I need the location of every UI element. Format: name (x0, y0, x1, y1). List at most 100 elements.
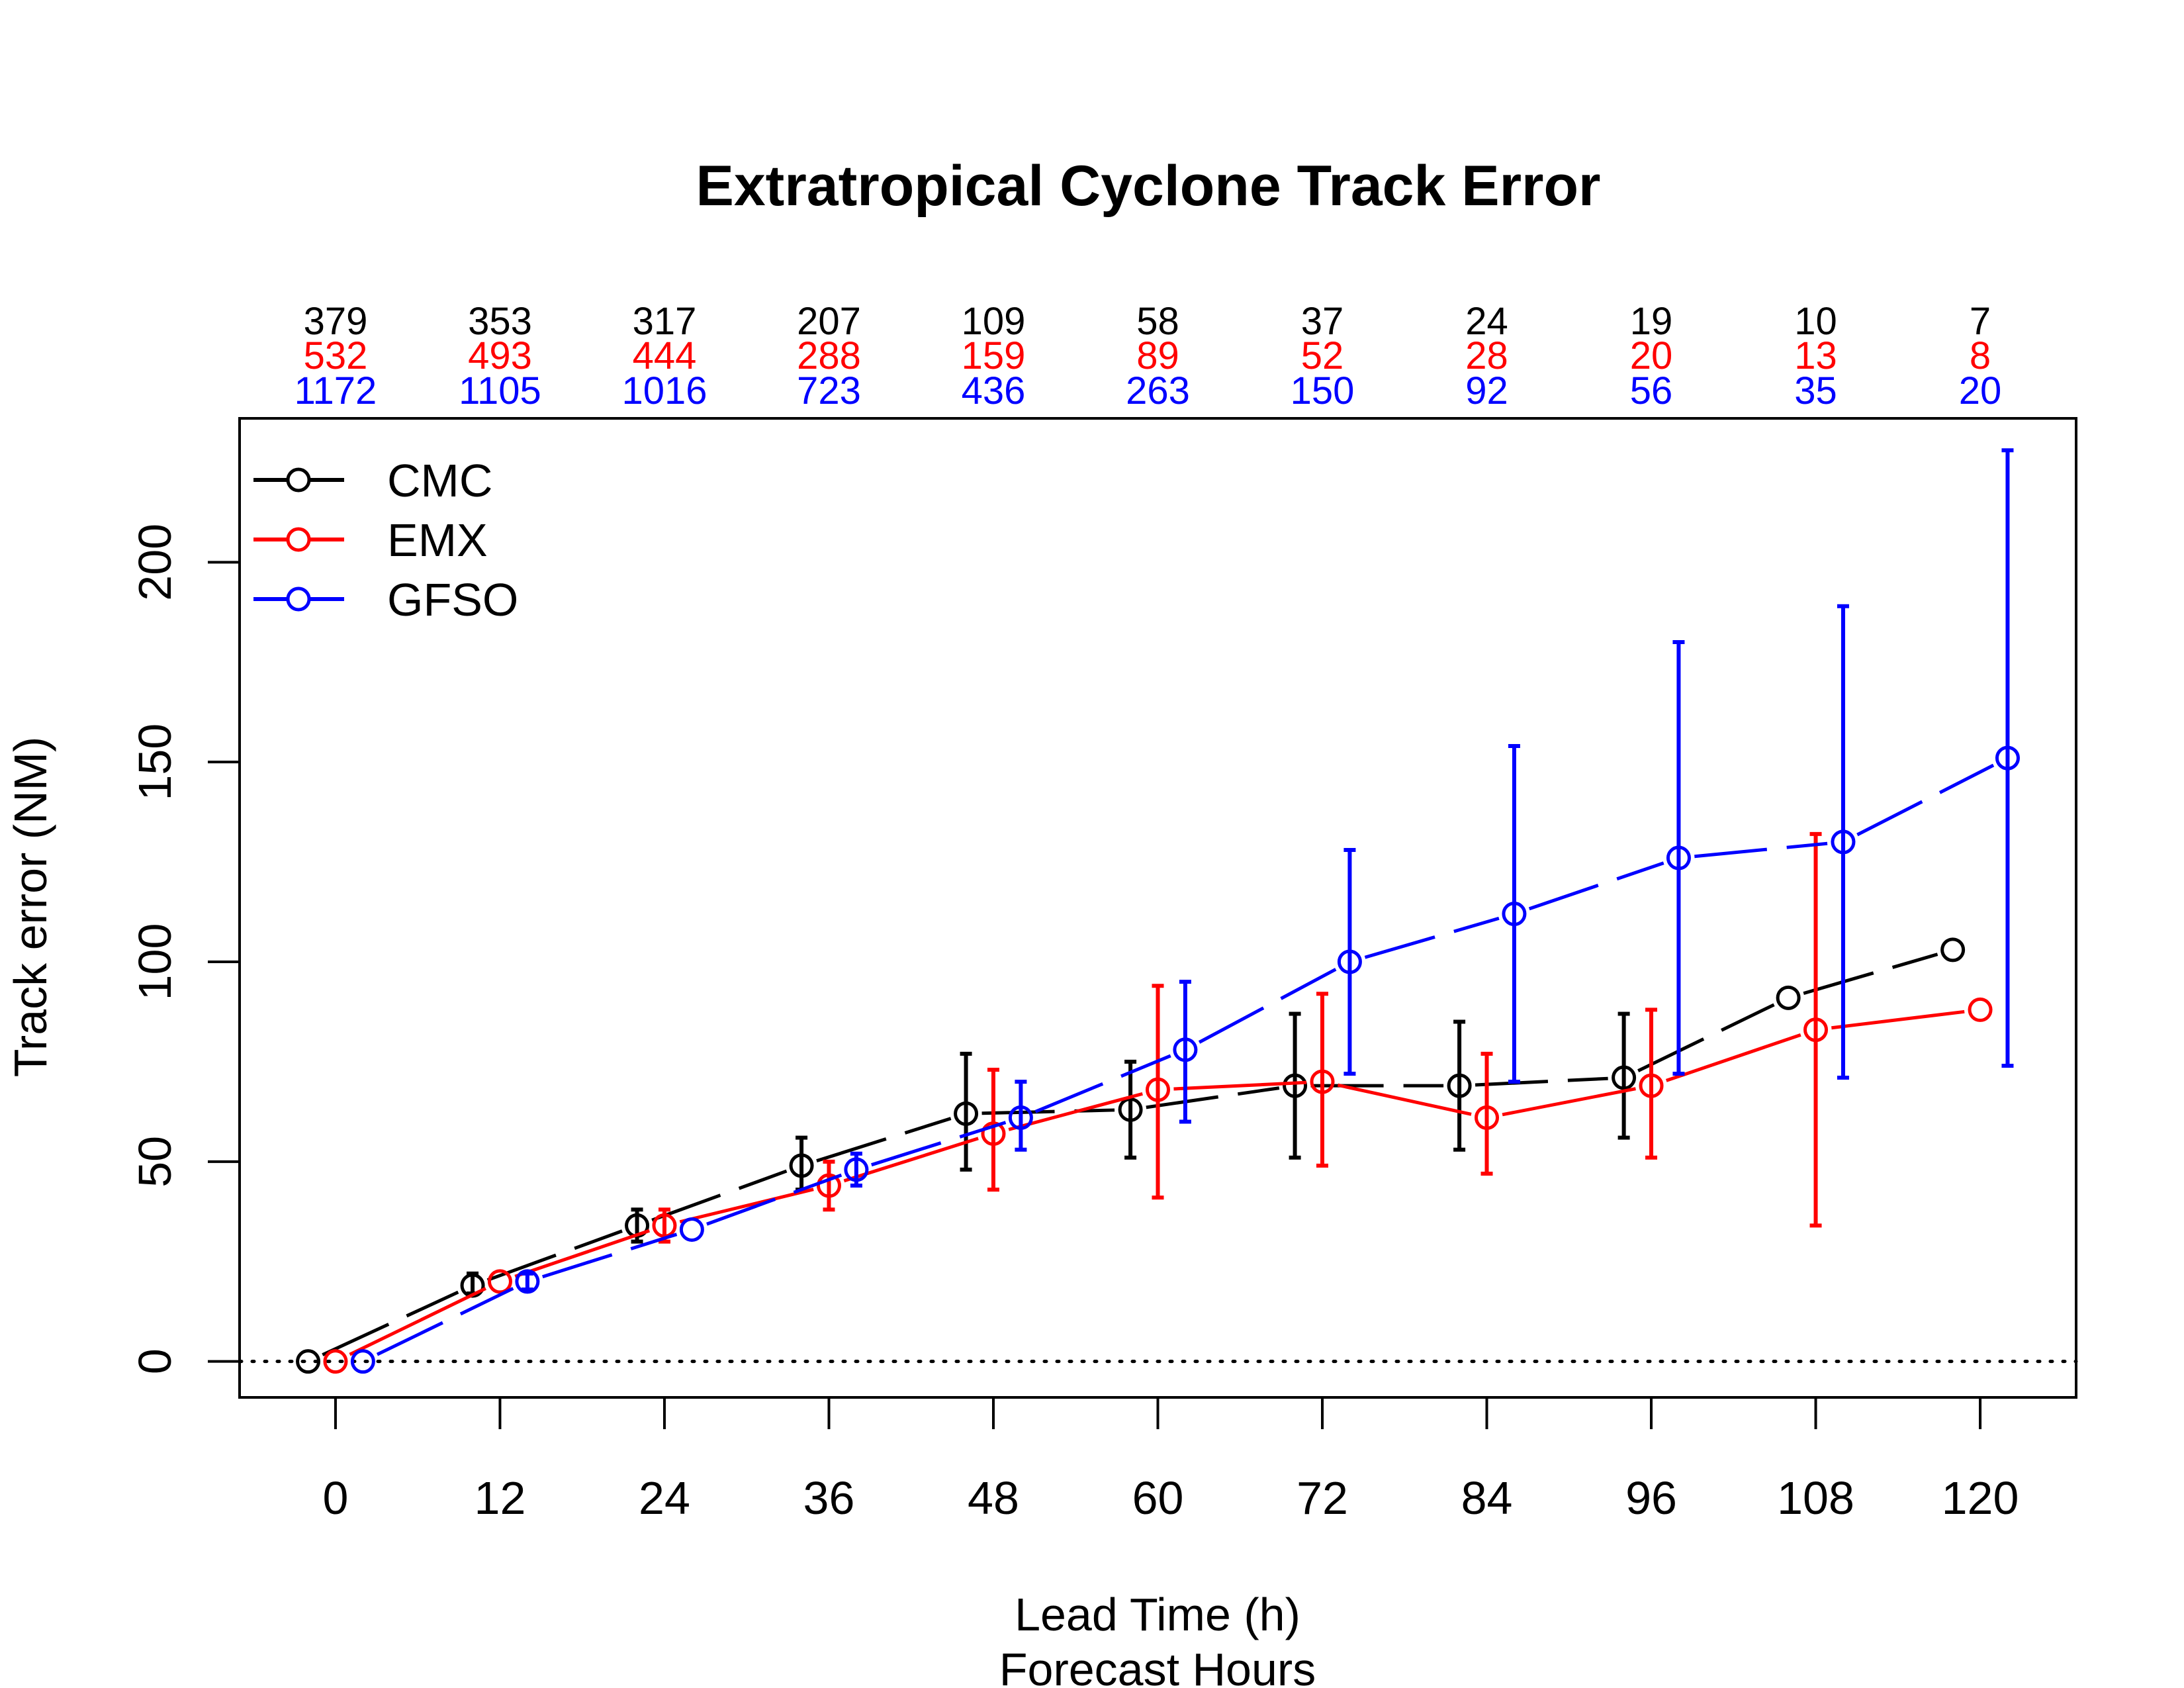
cmc-point (1118, 1097, 1143, 1122)
sample-count-cmc: 317 (633, 300, 697, 343)
emx-line-segment (1173, 1080, 1307, 1091)
y-axis: 0 50 100 150 200 (129, 524, 241, 1374)
legend-label-emx: EMX (387, 514, 488, 566)
cmc-line-segment (816, 1117, 952, 1163)
emx-point (652, 1213, 677, 1238)
y-axis-label: Track error (NM) (5, 737, 56, 1078)
emx-point (1803, 1017, 1829, 1043)
cmc-point (1612, 1065, 1637, 1090)
gfso-line-segment (542, 1233, 678, 1279)
y-tick-label: 100 (129, 923, 181, 1001)
y-tick-label: 200 (129, 524, 181, 601)
gfso-point (350, 1349, 375, 1374)
legend-label-gfso: GFSO (387, 574, 518, 626)
x-axis-label: Lead Time (h) (1015, 1589, 1300, 1640)
x-axis-sublabel: Forecast Hours (999, 1644, 1316, 1688)
gfso-line-segment (1364, 916, 1500, 959)
emx-point (1639, 1073, 1664, 1098)
legend-marker-emx (286, 527, 311, 552)
emx-point (816, 1173, 841, 1198)
sample-count-gfso: 723 (797, 369, 861, 412)
y-tick-label: 150 (129, 724, 181, 801)
cmc-line-segment (1803, 953, 1938, 996)
x-tick-label: 60 (1132, 1472, 1184, 1524)
gfso-point (1666, 845, 1691, 870)
gfso-line-segment (376, 1287, 514, 1356)
sample-count-emx: 8 (1970, 334, 1991, 377)
emx-line-segment (349, 1287, 486, 1356)
sample-count-gfso: 150 (1291, 369, 1355, 412)
sample-count-emx: 444 (633, 334, 697, 377)
cmc-line-segment (1475, 1076, 1608, 1087)
emx-point (323, 1349, 348, 1374)
gfso-line-segment (871, 1121, 1007, 1167)
y-tick-label: 0 (129, 1348, 181, 1374)
legend: CMC EMX GFSO (253, 455, 518, 626)
series-layer (296, 448, 2020, 1374)
x-tick-label: 96 (1625, 1472, 1677, 1524)
sample-count-gfso: 263 (1126, 369, 1190, 412)
cmc-point (1940, 937, 1966, 962)
x-tick-label: 24 (639, 1472, 690, 1524)
emx-line-segment (1831, 1009, 1965, 1030)
emx-point (1968, 997, 1993, 1022)
emx-line-segment (1502, 1087, 1636, 1117)
x-tick-label: 108 (1777, 1472, 1854, 1524)
cmc-point (1283, 1073, 1308, 1098)
x-tick-label: 120 (1942, 1472, 2019, 1524)
sample-count-cmc: 109 (962, 300, 1026, 343)
y-tick-label: 50 (129, 1136, 181, 1188)
x-tick-label: 12 (475, 1472, 526, 1524)
emx-point (981, 1121, 1006, 1147)
gfso-line-segment (706, 1173, 842, 1226)
emx-point (1146, 1077, 1170, 1102)
cmc-line-segment (981, 1108, 1115, 1115)
sample-count-gfso: 1172 (295, 369, 377, 412)
sample-count-gfso: 35 (1794, 369, 1837, 412)
sample-count-cmc: 207 (797, 300, 861, 343)
chart-title: Extratropical Cyclone Track Error (696, 154, 1600, 218)
emx-line-segment (1665, 1033, 1801, 1082)
sample-count-cmc: 24 (1465, 300, 1508, 343)
sample-count-gfso: 92 (1465, 369, 1508, 412)
cmc-line-segment (1146, 1086, 1280, 1109)
gfso-line-segment (1528, 861, 1664, 911)
gfso-line-segment (1034, 1054, 1171, 1113)
gfso-point (1337, 949, 1362, 974)
cmc-line-segment (322, 1290, 459, 1356)
sample-count-cmc: 10 (1794, 300, 1837, 343)
gfso-line-segment (1198, 968, 1337, 1044)
sample-count-emx: 52 (1301, 334, 1344, 377)
gfso-point (1173, 1037, 1198, 1062)
x-tick-label: 84 (1461, 1472, 1513, 1524)
sample-count-gfso: 20 (1959, 369, 2002, 412)
x-axis: 0 12 24 36 48 60 72 84 96 108 120 (322, 1396, 2019, 1524)
emx-point (1310, 1069, 1335, 1094)
cmc-point (954, 1101, 979, 1126)
sample-count-cmc: 37 (1301, 300, 1344, 343)
gfso-point (844, 1157, 869, 1182)
sample-count-cmc: 379 (304, 300, 368, 343)
gfso-point (1008, 1105, 1033, 1130)
gfso-point (515, 1269, 540, 1294)
sample-count-cmc: 19 (1630, 300, 1673, 343)
emx-point (487, 1269, 512, 1294)
sample-count-emx: 89 (1136, 334, 1179, 377)
cmc-point (1447, 1073, 1472, 1098)
gfso-line-segment (1694, 841, 1828, 859)
gfso-point (1831, 829, 1856, 855)
cmc-point (789, 1153, 814, 1178)
sample-count-emx: 13 (1794, 334, 1837, 377)
gfso-line-segment (1856, 763, 1995, 837)
gfso-point (1995, 745, 2020, 771)
sample-count-gfso: 56 (1630, 369, 1673, 412)
legend-marker-cmc (286, 467, 311, 492)
sample-count-cmc: 353 (468, 300, 532, 343)
emx-line-segment (1337, 1083, 1472, 1116)
x-tick-label: 0 (322, 1472, 348, 1524)
sample-count-cmc: 7 (1970, 300, 1991, 343)
x-tick-label: 48 (968, 1472, 1019, 1524)
